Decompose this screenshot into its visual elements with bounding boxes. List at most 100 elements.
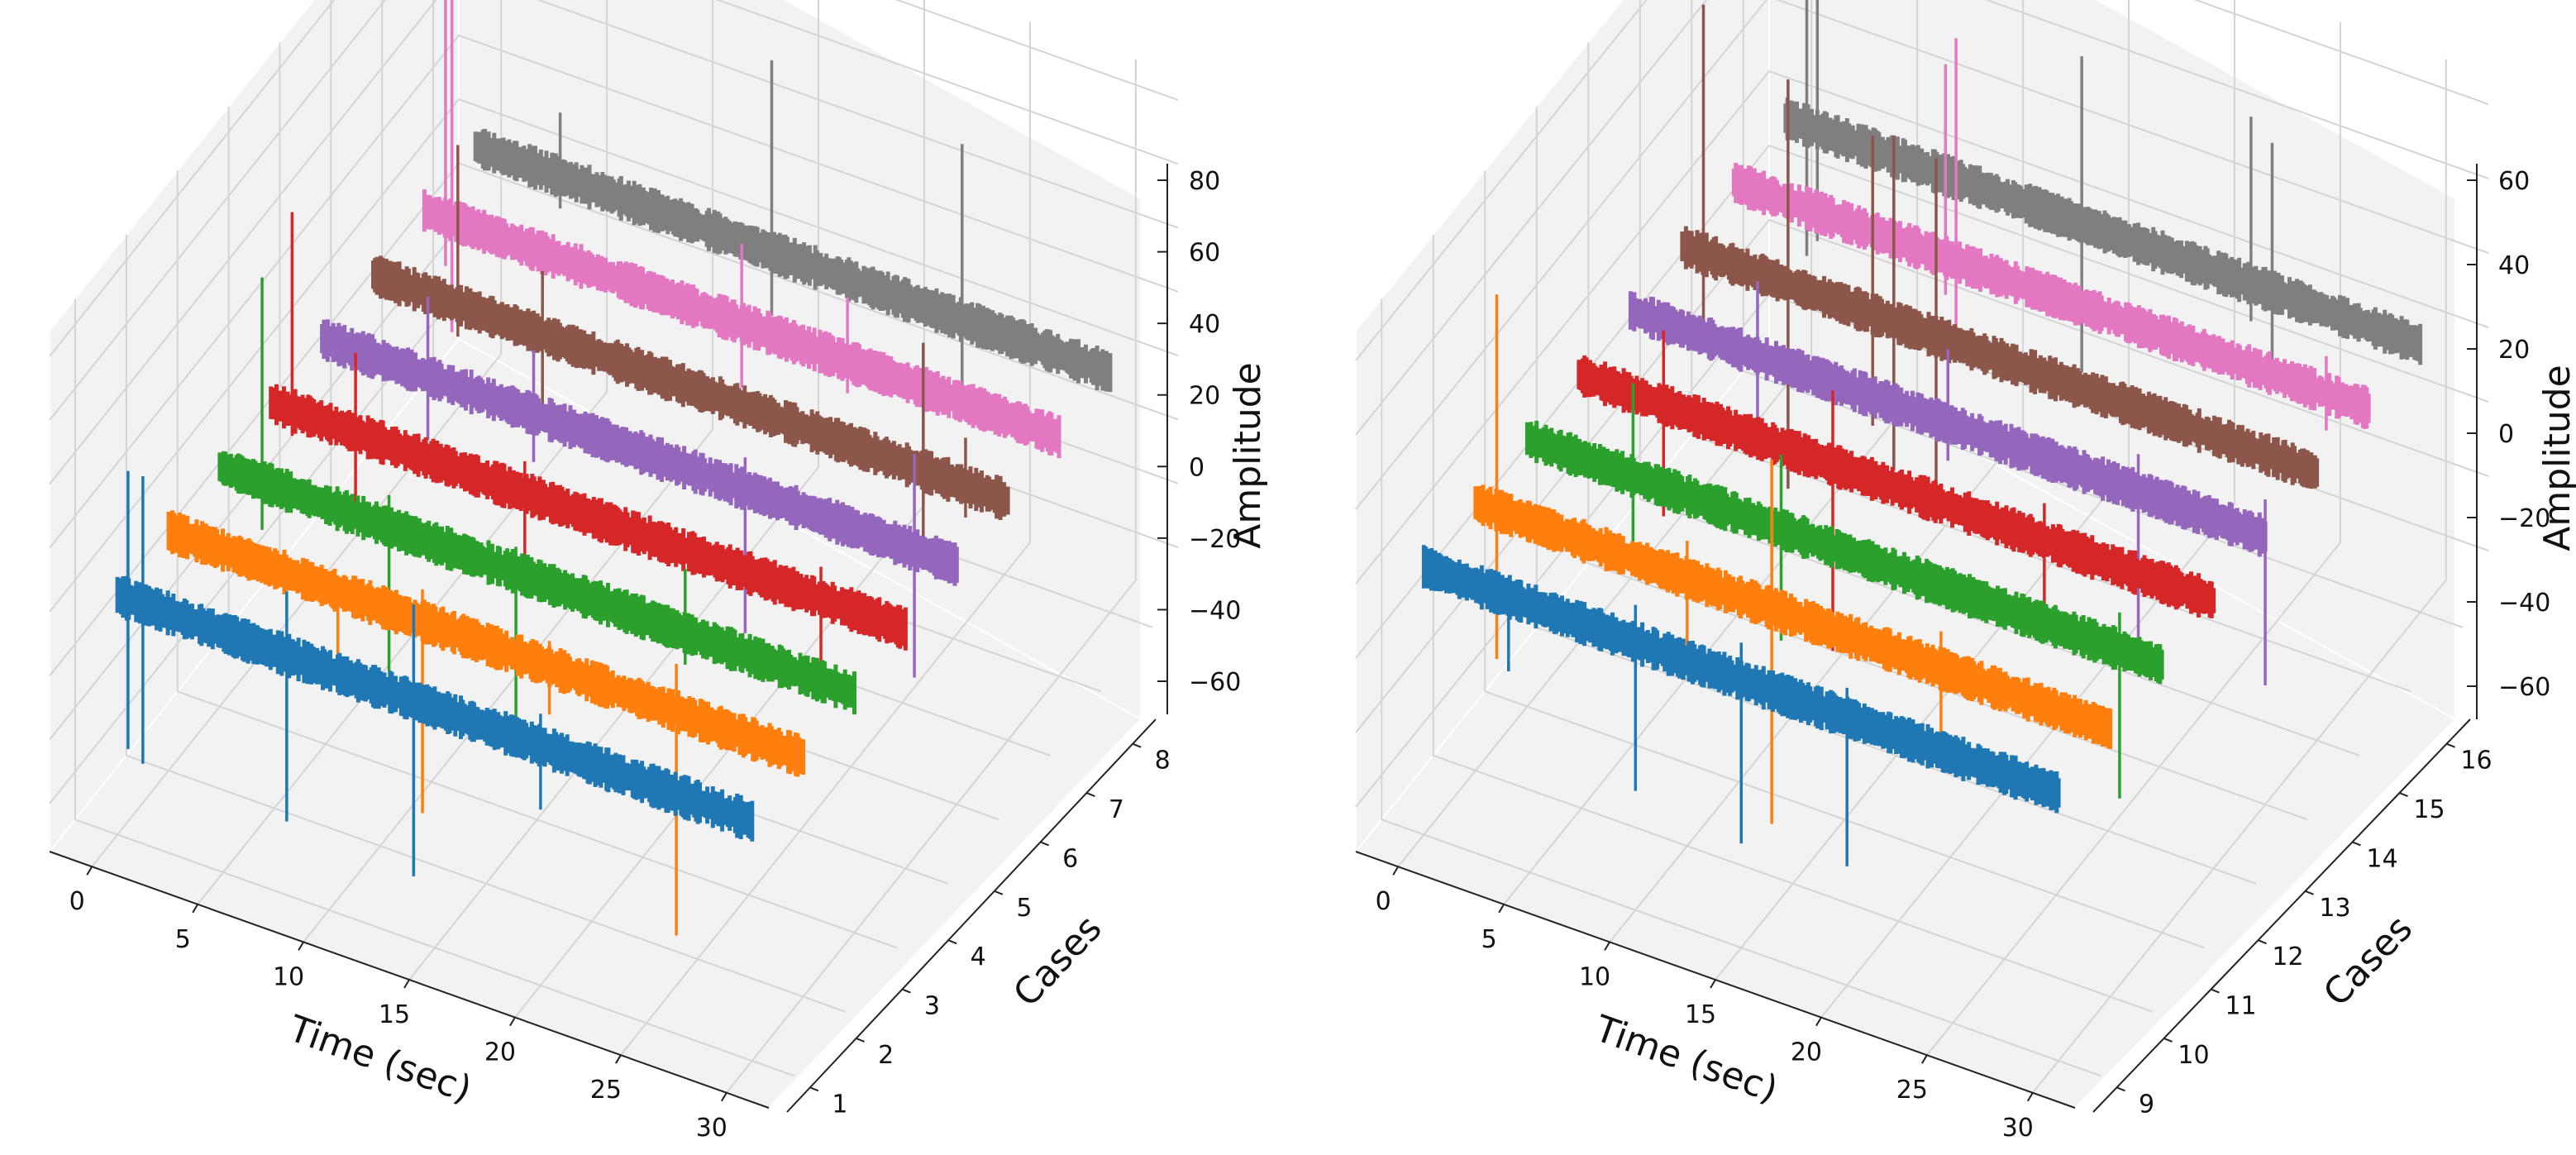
series-case-8: [473, 60, 1113, 393]
x-tick-mark: [86, 866, 93, 876]
x-tick-label: 25: [1896, 1076, 1928, 1105]
z-tick-label: 60: [2498, 167, 2530, 196]
grid-line-z: [49, 0, 1179, 357]
x-tick-mark: [192, 904, 198, 914]
z-tick-label: 60: [1189, 239, 1220, 268]
y-tick-mark: [2258, 939, 2267, 945]
noise-band-case-6: [371, 255, 1010, 520]
grid-line-x: [1820, 0, 2235, 1019]
series-case-1: [115, 470, 755, 876]
y-tick-mark: [856, 1038, 865, 1043]
x-tick-mark: [1604, 941, 1610, 951]
grid-line-z: [1355, 0, 2489, 510]
y-tick-mark: [2163, 1038, 2173, 1043]
noise-band-case-8: [473, 128, 1113, 393]
series-group: [1421, 0, 2423, 866]
y-tick-label: 10: [2178, 1041, 2209, 1070]
grid-line-y: [1691, 0, 2411, 693]
x-tick-label: 20: [1791, 1038, 1822, 1067]
x-tick-label: 30: [2002, 1114, 2034, 1143]
grid-line-x: [2032, 59, 2447, 1094]
x-ticks: 0 5 10 15 20 25 30: [1376, 866, 2034, 1143]
z-ticks: −60 −40 −20 0 20 40 60: [2467, 167, 2550, 702]
z-tick-label: −40: [2498, 589, 2550, 618]
series-case-16: [1783, 0, 2423, 373]
grid-line-x: [620, 21, 1031, 1056]
grid-line-x: [1397, 0, 1813, 867]
y-tick-label: 4: [971, 943, 986, 971]
y-tick-mark: [809, 1086, 819, 1092]
grid-line-x: [1503, 0, 1919, 905]
noise-band-case-13: [1628, 291, 2268, 557]
y-tick-label: 16: [2460, 747, 2492, 776]
noise-band-case-2: [166, 510, 806, 777]
grid-line-y: [74, 298, 795, 1077]
grid-line-z: [49, 98, 1179, 613]
z-tick-label: 0: [1189, 453, 1205, 482]
grid-line-z: [1355, 0, 2489, 361]
grid-line-y: [1742, 0, 2464, 628]
z-axis-label: Amplitude: [2536, 365, 2576, 551]
y-tick-label: 14: [2366, 844, 2397, 873]
z-tick-label: 80: [1189, 167, 1220, 196]
x-tick-label: 5: [175, 925, 191, 954]
noise-band-case-16: [1783, 97, 2423, 365]
series-case-15: [1731, 38, 2371, 431]
z-ticks: −60 −40 −20 0 20 40 60 80: [1157, 167, 1241, 697]
y-axis-line: [2092, 718, 2471, 1113]
x-tick-label: 15: [379, 1000, 410, 1029]
y-tick-label: 11: [2225, 992, 2256, 1021]
grid-line-z: [1355, 218, 2489, 733]
x-tick-mark: [1392, 866, 1400, 876]
z-tick-label: 40: [2498, 251, 2530, 280]
y-tick-mark: [2399, 792, 2408, 797]
series-group: [115, 0, 1113, 936]
noise-band-case-11: [1524, 420, 2164, 685]
grid-line-y: [1484, 170, 2205, 949]
grid-line-z: [49, 0, 1179, 485]
x-tick-label: 0: [69, 887, 85, 916]
y-tick-mark: [1040, 841, 1049, 847]
z-tick-label: −20: [2498, 504, 2550, 533]
grid-line-z: [49, 0, 1179, 421]
x-tick-label: 0: [1376, 887, 1391, 916]
series-case-4: [269, 212, 908, 695]
z-axis-label: Amplitude: [1227, 362, 1269, 548]
z-tick-label: −60: [1189, 668, 1241, 697]
y-tick-label: 9: [2139, 1090, 2154, 1119]
z-tick-label: 20: [1189, 382, 1220, 411]
grid-line-x: [726, 59, 1137, 1094]
noise-band-case-4: [269, 384, 908, 651]
x-tick-label: 30: [696, 1114, 727, 1143]
x-tick-label: 10: [1579, 962, 1610, 991]
y-tick-label: 13: [2319, 894, 2350, 923]
grid-line-y: [1587, 42, 2308, 821]
y-tick-label: 3: [924, 992, 940, 1021]
grid-line-z: [1355, 144, 2489, 659]
noise-band-case-12: [1577, 355, 2216, 618]
y-tick-mark: [2116, 1086, 2125, 1092]
y-axis-label: Cases: [2316, 908, 2421, 1015]
y-tick-mark: [902, 988, 911, 994]
grid-line-z: [1355, 69, 2489, 585]
x-tick-mark: [1498, 904, 1505, 914]
x-tick-mark: [2026, 1092, 2034, 1102]
grid-line-x: [1926, 21, 2341, 1056]
y-axis-label: Cases: [1005, 908, 1110, 1015]
grid-line-x: [1609, 0, 2025, 943]
series-case-6: [371, 145, 1010, 567]
x-tick-mark: [1815, 1017, 1822, 1027]
y-tick-mark: [2211, 988, 2220, 994]
y-tick-mark: [1086, 792, 1095, 797]
grid-line-z: [49, 34, 1179, 549]
y-tick-mark: [2446, 742, 2455, 748]
z-tick-label: 0: [2498, 420, 2514, 449]
series-case-13: [1628, 281, 2268, 686]
grid-line-x: [408, 0, 819, 981]
x-tick-mark: [720, 1092, 727, 1102]
y-tick-mark: [2305, 890, 2314, 895]
y-axis-line: [786, 718, 1157, 1113]
chart-right-cases-9-16: 0 5 10 15 20 25 30 9 10 11 12 13 14 15 16 −60 −40 −20 0 20 4…: [1354, 0, 2576, 1143]
y-tick-mark: [1132, 742, 1142, 748]
